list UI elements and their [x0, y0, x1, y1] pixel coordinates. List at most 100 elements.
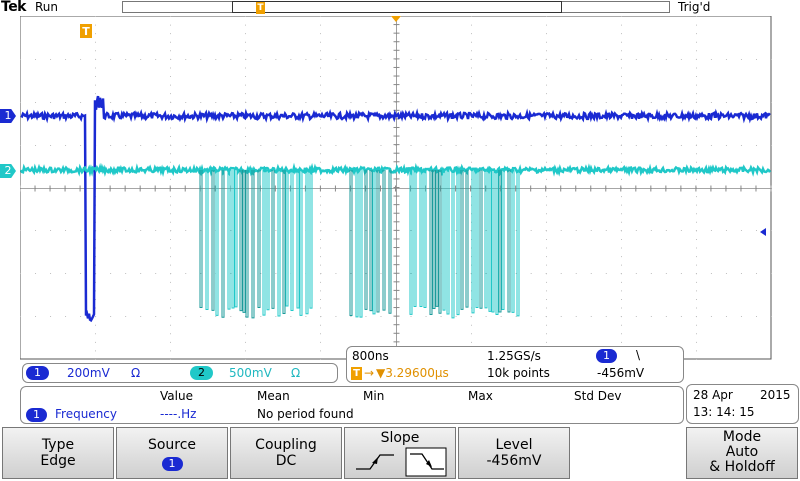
ch2-pulse	[511, 170, 515, 313]
ch2-pulse	[479, 170, 483, 309]
ch2-pulse	[349, 170, 353, 317]
level-menu-button[interactable]: Level -456mV	[458, 427, 570, 479]
sample-rate: 1.25GS/s	[487, 349, 541, 363]
type-title: Type	[41, 437, 75, 453]
ch2-pulse	[231, 170, 235, 309]
ch1-ground-marker[interactable]: 1	[0, 109, 16, 123]
ch2-pulse	[423, 170, 427, 309]
ch2-pulse	[429, 170, 433, 316]
ch2-pulse	[388, 170, 392, 314]
arrow-right-icon: →	[364, 366, 375, 380]
ch2-pulse	[471, 170, 475, 314]
ch2-pulse	[498, 170, 502, 313]
slope-title: Slope	[380, 430, 420, 446]
ch2-pulse	[262, 170, 266, 316]
date-time-display: 28 Apr 2015 13: 14: 15	[686, 384, 799, 424]
ch1-scale: 200mV	[67, 366, 110, 380]
ch2-pulse	[355, 170, 359, 318]
ch2-pulse	[456, 170, 460, 316]
ch1-badge[interactable]: 1	[26, 366, 49, 380]
type-value: Edge	[40, 453, 76, 469]
ch2-pulse	[475, 170, 479, 309]
meas-header-min: Min	[363, 389, 385, 403]
horizontal-scale: 800ns	[352, 349, 389, 363]
ch1-termination-icon: Ω	[131, 366, 141, 380]
waveform-display[interactable]: T	[20, 16, 772, 360]
ch1-waveform	[20, 95, 771, 323]
trigger-time-marker-label: T	[82, 25, 90, 38]
rising-slope-icon	[356, 454, 394, 470]
falling-slope-selected-box	[405, 447, 447, 477]
time: 13: 14: 15	[693, 405, 755, 419]
ch2-pulse	[271, 170, 275, 309]
ch2-pulse	[382, 170, 386, 311]
ch2-pulse	[438, 170, 442, 314]
meas-status: No period found	[257, 407, 354, 421]
trigger-position-marker	[391, 16, 401, 22]
ch2-pulse	[266, 170, 270, 311]
date: 28 Apr	[693, 388, 733, 402]
coupling-menu-button[interactable]: Coupling DC	[230, 427, 342, 479]
ch2-pulse	[446, 170, 450, 315]
ch2-pulse	[488, 170, 492, 312]
ch2-pulse	[364, 170, 368, 310]
ch2-pulse	[451, 170, 455, 319]
ch2-trace	[20, 162, 772, 178]
ch2-pulse	[199, 170, 203, 308]
ch2-pulse	[299, 170, 303, 316]
coupling-title: Coupling	[255, 437, 317, 453]
type-menu-button[interactable]: Type Edge	[2, 427, 114, 479]
ch2-pulse	[409, 170, 413, 315]
source-value-badge: 1	[161, 457, 183, 471]
trigger-status: Trig'd	[678, 0, 711, 14]
ch2-pulse	[442, 170, 446, 311]
ch2-pulse	[251, 170, 255, 319]
trigger-slope-icon: \	[636, 348, 641, 362]
ch2-pulse	[285, 170, 289, 307]
ch2-pulse	[495, 170, 499, 316]
meas-header-mean: Mean	[257, 389, 290, 403]
trigger-source-badge: 1	[596, 349, 617, 363]
acquisition-status: Run	[35, 0, 59, 14]
mode-menu-button[interactable]: Mode Auto & Holdoff	[686, 427, 798, 479]
status-bar: Tek Run T Trig'd	[0, 0, 800, 16]
meas-value: ----.Hz	[160, 407, 197, 421]
ch2-scale: 500mV	[229, 366, 272, 380]
ch2-pulse	[369, 170, 373, 312]
timebase-trigger-readout[interactable]: 800ns 1.25GS/s 1 \ T → ▼3.29600µs 10k po…	[346, 346, 684, 383]
ch2-badge[interactable]: 2	[190, 366, 213, 380]
ch2-termination-icon: Ω	[291, 366, 301, 380]
ch2-pulse	[491, 170, 495, 313]
ch2-pulse	[221, 170, 225, 318]
horizontal-position: ▼3.29600µs	[376, 366, 449, 380]
record-trigger-marker: T	[256, 2, 265, 14]
ch2-pulse	[257, 170, 261, 308]
meas-source-badge: 1	[26, 408, 47, 422]
brand-logo: Tek	[1, 0, 27, 15]
ch2-pulse	[484, 170, 488, 309]
ch2-ground-marker[interactable]: 2	[0, 164, 16, 178]
ch2-pulse	[282, 170, 286, 314]
ch2-pulse	[305, 170, 309, 315]
slope-options[interactable]	[350, 447, 450, 477]
ch2-pulse	[435, 170, 439, 307]
ch2-pulse	[501, 170, 505, 311]
level-value: -456mV	[486, 453, 542, 469]
ch2-pulse	[460, 170, 464, 310]
ch2-pulse	[376, 170, 380, 313]
ch2-pulse	[419, 170, 423, 308]
ch2-pulse	[205, 170, 209, 310]
measurement-panel[interactable]: Value Mean Min Max Std Dev 1 Frequency -…	[20, 386, 684, 424]
ch2-pulse	[465, 170, 469, 308]
ch2-waveform	[20, 162, 772, 319]
mode-holdoff: & Holdoff	[709, 459, 775, 475]
channel-settings-strip[interactable]: 1 200mV Ω 2 500mV Ω	[22, 363, 338, 383]
falling-slope-icon	[410, 453, 444, 470]
ch2-pulse	[242, 170, 246, 313]
trigger-level-marker	[760, 228, 766, 236]
slope-menu-button[interactable]: Slope	[344, 427, 456, 479]
ch2-pulse	[372, 170, 376, 315]
source-menu-button[interactable]: Source 1	[116, 427, 228, 479]
record-view-window	[232, 1, 562, 13]
meas-header-stddev: Std Dev	[574, 389, 622, 403]
